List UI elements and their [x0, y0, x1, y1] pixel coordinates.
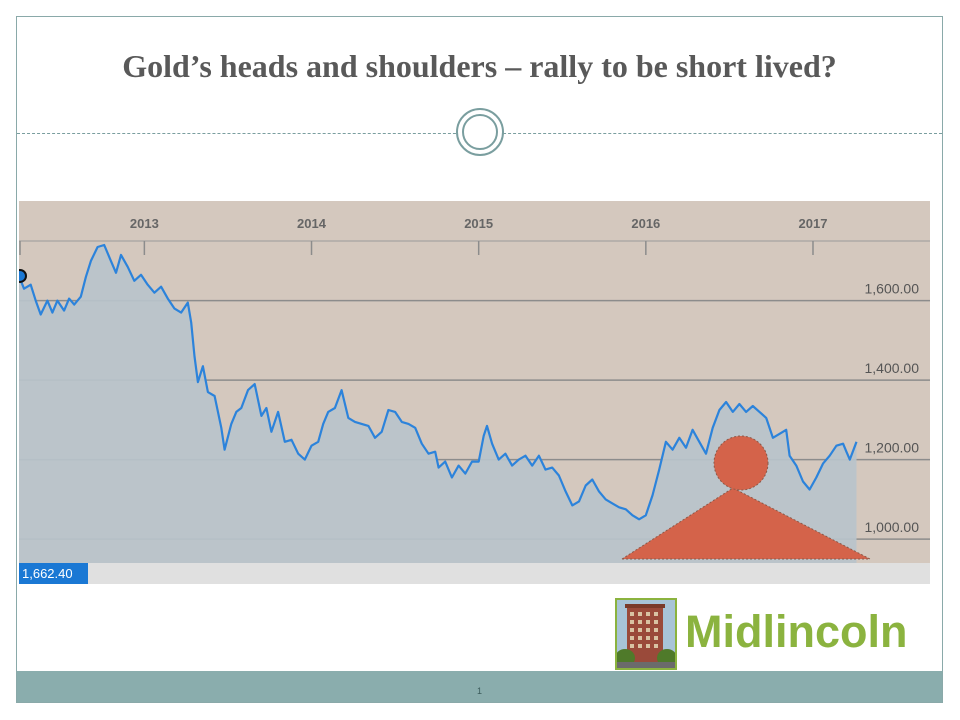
x-tick-label: 2015: [464, 216, 493, 231]
x-tick-label: 2016: [631, 216, 660, 231]
gold-price-chart: 1,600.001,400.001,200.001,000.00 2013 201…: [19, 201, 930, 584]
y-axis-labels: 1,600.00 1,400.00 1,200.00 1,000.00: [865, 281, 920, 536]
page-number: 1: [476, 686, 482, 696]
shoulder-triangle-annotation: [620, 487, 871, 560]
y-tick-label: 1,400.00: [865, 360, 920, 376]
current-price-badge: 1,662.40: [19, 563, 88, 584]
x-tick-label: 2017: [799, 216, 828, 231]
building-photo-logo: [615, 598, 677, 670]
divider-circle-ornament: [456, 108, 504, 156]
y-tick-label: 1,600.00: [865, 281, 920, 297]
x-tick-label: 2013: [130, 216, 159, 231]
series-start-marker: [19, 268, 27, 283]
y-tick-label: 1,200.00: [865, 440, 920, 456]
slide-frame: [16, 16, 943, 703]
x-axis-ticks: [19, 241, 814, 255]
price-area-fill: [19, 245, 857, 563]
midlincoln-logo-text: Midlincoln: [685, 606, 908, 657]
slide-title: Gold’s heads and shoulders – rally to be…: [122, 48, 837, 84]
x-axis-labels: 2013 2014 2015 2016 2017: [130, 216, 828, 231]
footer-bar: [17, 671, 942, 702]
y-tick-label: 1,000.00: [865, 519, 920, 535]
chart-bottom-bar: [19, 563, 930, 584]
head-circle-annotation: [713, 435, 769, 491]
price-series-line: [19, 243, 858, 521]
x-tick-label: 2014: [297, 216, 327, 231]
